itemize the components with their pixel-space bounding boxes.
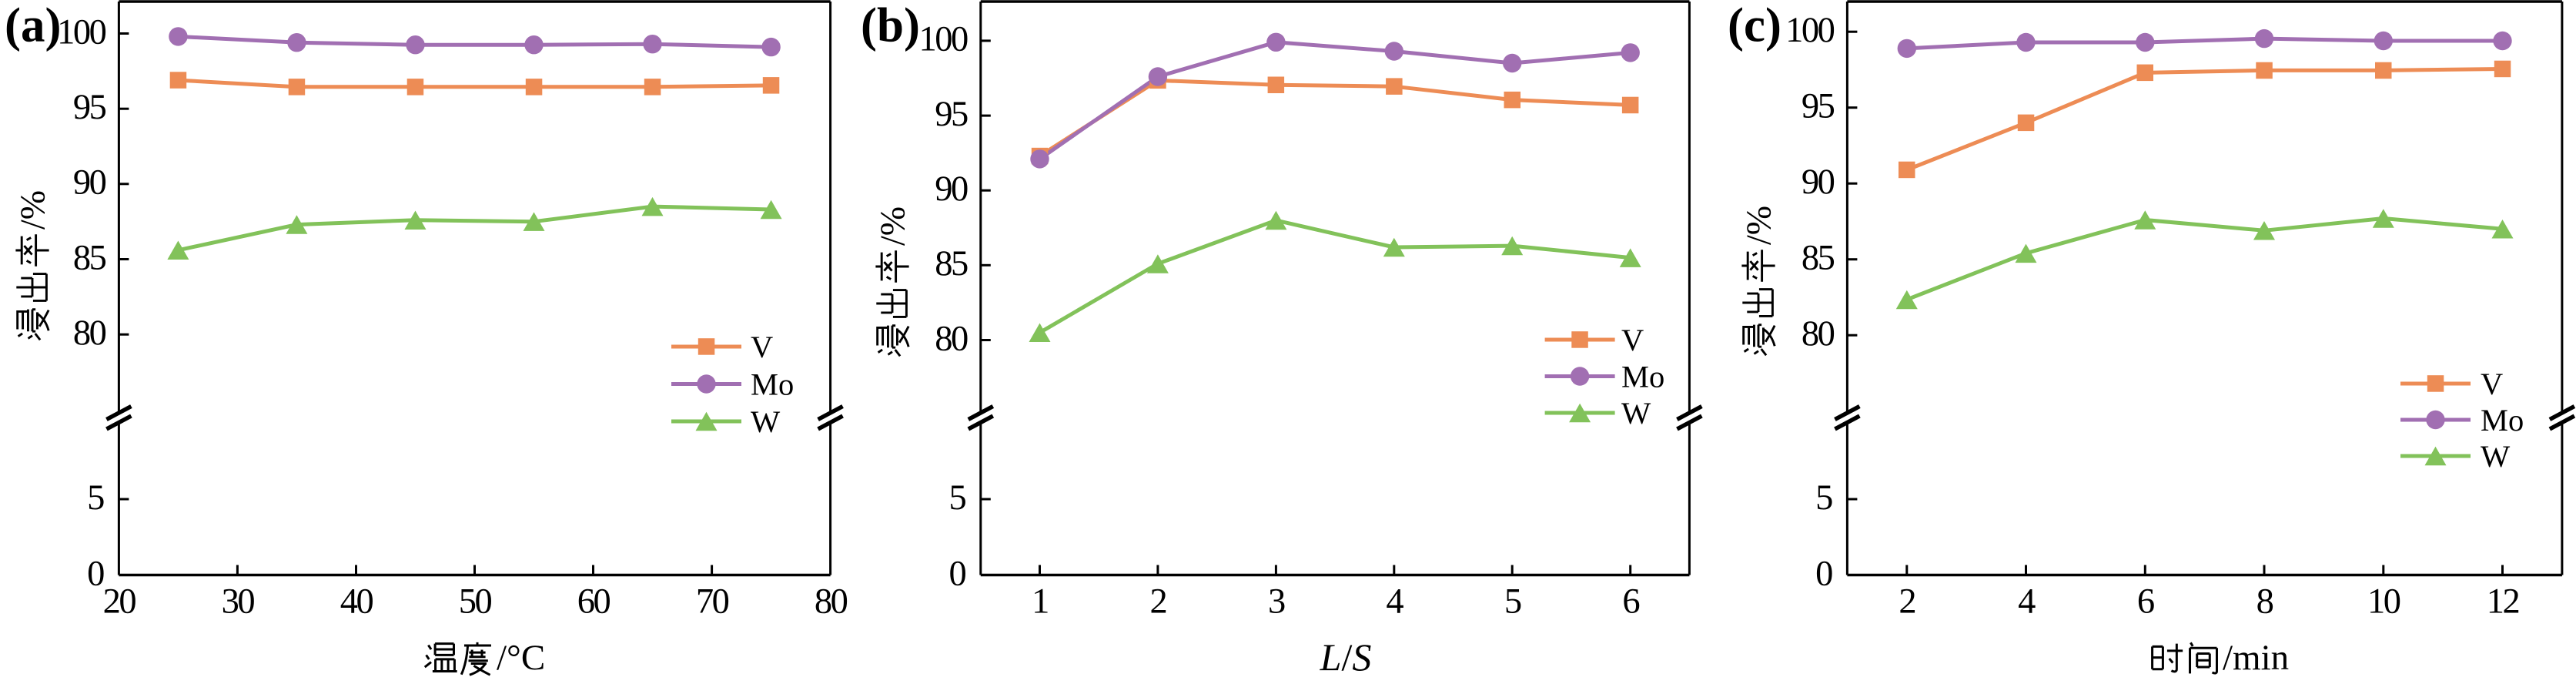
svg-text:100: 100 [1785,11,1835,50]
svg-text:Mo: Mo [751,367,794,402]
svg-text:/%: /% [1739,206,1778,245]
svg-text:80: 80 [1802,314,1835,354]
svg-text:(c): (c) [1728,0,1781,52]
svg-text:V: V [751,330,773,364]
svg-text:30: 30 [222,582,255,622]
svg-text:/%: /% [873,206,912,246]
svg-text:95: 95 [935,95,968,134]
svg-text:/%: /% [13,190,52,230]
svg-text:(a): (a) [5,0,61,52]
svg-text:85: 85 [73,238,106,277]
svg-text:2: 2 [1899,582,1915,622]
svg-text:W: W [751,404,781,439]
svg-text:2: 2 [1150,582,1166,622]
svg-text:90: 90 [935,169,968,209]
svg-text:6: 6 [2137,582,2154,622]
svg-text:95: 95 [73,88,106,127]
svg-text:80: 80 [935,319,968,358]
svg-text:V: V [1621,323,1644,357]
svg-text:0: 0 [949,555,967,594]
svg-text:85: 85 [1802,239,1835,278]
svg-text:1: 1 [1032,582,1048,622]
svg-text:85: 85 [935,244,968,283]
svg-text:4: 4 [1386,582,1403,622]
svg-text:60: 60 [577,582,611,622]
svg-text:5: 5 [949,478,967,518]
svg-text:/min: /min [2223,638,2289,678]
svg-text:W: W [1621,396,1651,431]
svg-text:Mo: Mo [1621,360,1664,394]
svg-text:10: 10 [2367,582,2400,622]
svg-text:5: 5 [87,478,105,518]
svg-text:5: 5 [1815,478,1833,518]
svg-text:80: 80 [815,582,848,622]
svg-text:100: 100 [919,20,969,59]
svg-text:95: 95 [1802,87,1835,126]
svg-text:40: 40 [340,582,373,622]
svg-text:90: 90 [73,163,106,203]
svg-text:50: 50 [459,582,492,622]
svg-text:100: 100 [57,12,106,52]
svg-text:4: 4 [2018,582,2036,622]
svg-text:70: 70 [696,582,729,622]
svg-text:Mo: Mo [2481,403,2524,438]
svg-text:12: 12 [2487,582,2519,622]
svg-text:L/S: L/S [1320,635,1372,679]
svg-text:V: V [2481,367,2503,401]
svg-text:(b): (b) [861,0,920,52]
svg-text:0: 0 [1815,555,1833,594]
svg-text:8: 8 [2257,582,2273,622]
svg-text:20: 20 [103,582,136,622]
svg-text:0: 0 [87,555,105,594]
svg-text:3: 3 [1268,582,1285,622]
svg-text:80: 80 [73,314,106,353]
svg-text:/°C: /°C [497,638,545,678]
svg-text:W: W [2481,439,2511,474]
svg-text:6: 6 [1622,582,1639,622]
svg-text:5: 5 [1504,582,1521,622]
svg-text:90: 90 [1802,163,1835,202]
